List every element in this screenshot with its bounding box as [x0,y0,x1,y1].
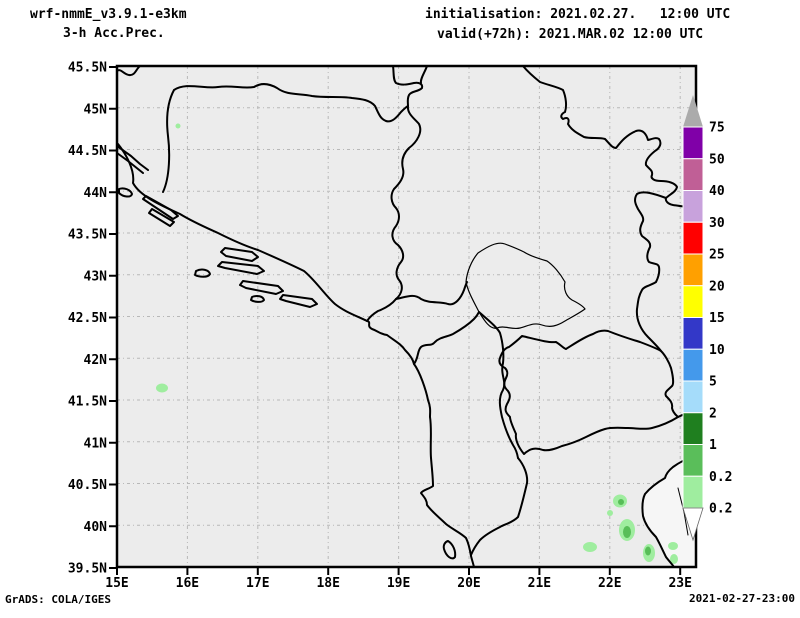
precip-spot [670,554,678,564]
island-lastovo [250,295,265,303]
colorbar-segment [682,285,704,318]
y-axis-label: 41.5N [68,395,107,410]
colorbar-segment [682,221,704,255]
colorbar-label: 75 [709,121,725,136]
island-hvar [217,261,265,275]
adriatic-mainland-coast [117,143,475,568]
istria-coast [116,65,141,77]
x-axis-label: 20E [457,576,480,591]
init-time: initialisation: 2021.02.27. 12:00 UTC [425,7,731,22]
colorbar-segment [682,412,704,445]
precip-spot [156,383,168,393]
danube-entry [419,65,428,84]
croatia-bosnia-border [162,83,409,193]
y-axis-label: 45N [84,102,108,117]
colorbar-label: 1 [709,438,717,453]
y-axis-label: 42.5N [68,311,107,326]
colorbar-label: 0.2 [709,470,732,485]
colorbar-segment [682,444,704,477]
serbia-romania-border [522,65,697,209]
y-axis-label: 41N [84,436,108,451]
colorbar-label: 30 [709,216,725,231]
y-axis-label: 43N [84,269,108,284]
kosovo-outline [465,242,586,330]
montenegro-albania-border [413,311,480,365]
y-axis-label: 44.5N [68,144,107,159]
island-brac [220,247,259,262]
bosnia-montenegro-border [366,298,397,322]
colorbar-over-arrow [683,95,703,127]
colorbar-label: 15 [709,311,725,326]
serbia-bulgaria-border [634,191,667,352]
x-axis-label: 15E [105,576,128,591]
x-axis-label: 22E [598,576,621,591]
colorbar-label: 5 [709,375,717,390]
albania-east-border [478,311,519,459]
x-axis-label: 17E [246,576,269,591]
aegean-coast [641,454,697,568]
x-axis-label: 19E [387,576,410,591]
precip-spot [175,123,181,129]
x-axis-label: 21E [528,576,551,591]
north-macedonia-outline [498,329,679,455]
y-axis-label: 45.5N [68,61,107,76]
colorbar-label: 40 [709,184,725,199]
precip-spot [583,542,597,552]
colorbar-segment [682,158,704,191]
montenegro-serbia-border [395,281,468,306]
bosnia-serbia-drina-border [390,105,422,300]
colorbar-label: 0.2 [709,502,732,517]
colorbar-label: 20 [709,279,725,294]
colorbar-segment [682,348,704,382]
y-axis-label: 44N [84,186,108,201]
y-axis-label: 40N [84,520,108,535]
grads-credit: GrADS: COLA/IGES [5,593,111,606]
y-axis-label: 42N [84,353,108,368]
precip-spot [645,546,651,556]
product-title: 3-h Acc.Prec. [63,26,165,41]
colorbar-label: 10 [709,343,725,358]
model-title: wrf-nmmE_v3.9.1-e3km [30,7,187,22]
valid-time: valid(+72h): 2021.MAR.02 12:00 UTC [437,27,704,42]
island-mljet [279,294,318,308]
colorbar-segment [682,126,704,160]
island-korcula [239,280,284,295]
colorbar-segment [682,317,704,350]
greece-albania-border [470,457,529,556]
colorbar-label: 50 [709,152,725,167]
colorbar-label: 2 [709,406,717,421]
colorbar-under-arrow [682,507,704,542]
island-dugi-otok-b [148,208,175,227]
island-small-zadar [118,187,133,198]
colorbar-segment [682,190,704,223]
precip-spot [623,526,631,538]
x-axis-label: 23E [668,576,691,591]
island-vis [194,268,211,278]
island-pag-b [116,152,144,174]
creation-timestamp: 2021-02-27-23:00 [689,592,795,605]
colorbar-label: 25 [709,248,725,263]
colorbar-segment [682,380,704,414]
y-axis-label: 40.5N [68,478,107,493]
x-axis-label: 18E [316,576,339,591]
colorbar-segment [682,475,704,509]
precip-spot [618,499,624,505]
precip-spot [668,542,678,550]
island-corfu [442,540,457,560]
colorbar-segment [682,253,704,287]
x-axis-label: 16E [176,576,199,591]
precip-spot [607,510,613,516]
y-axis-label: 43.5N [68,228,107,243]
y-axis-label: 39.5N [68,562,107,577]
